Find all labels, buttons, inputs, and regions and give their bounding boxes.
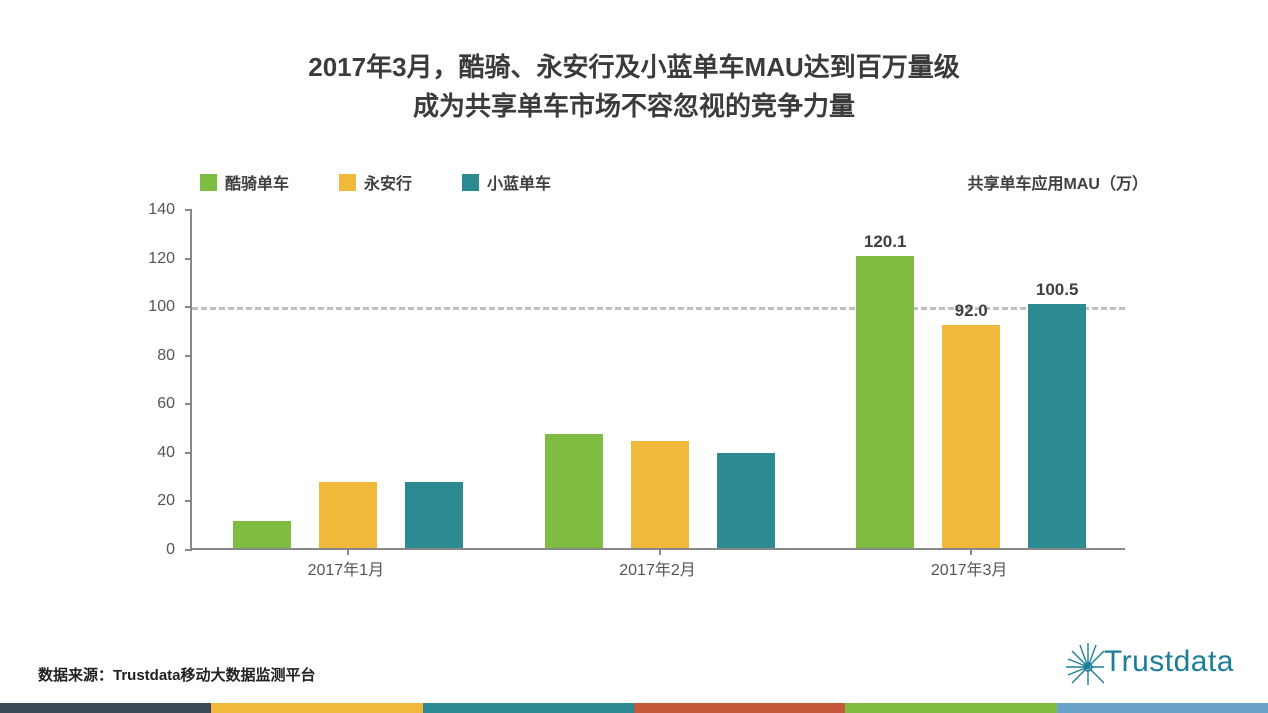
y-tick-label: 100 bbox=[148, 298, 175, 316]
y-tick-mark bbox=[185, 403, 192, 405]
bar bbox=[319, 482, 377, 548]
bar bbox=[545, 434, 603, 548]
y-tick-mark bbox=[185, 209, 192, 211]
bar bbox=[717, 453, 775, 548]
footer-segment bbox=[423, 703, 634, 713]
legend-swatch-0 bbox=[200, 174, 217, 191]
y-tick-label: 140 bbox=[148, 201, 175, 219]
logo-burst-icon bbox=[1058, 639, 1104, 685]
x-axis-label: 2017年3月 bbox=[931, 556, 1008, 580]
bar bbox=[942, 325, 1000, 548]
bar bbox=[1028, 304, 1086, 548]
y-tick-label: 20 bbox=[157, 492, 175, 510]
source-label: 数据来源：Trustdata移动大数据监测平台 bbox=[38, 664, 316, 685]
footer-segment bbox=[1057, 703, 1268, 713]
plot-area: 120.1 92.0 100.5 bbox=[190, 210, 1125, 550]
bar bbox=[631, 441, 689, 548]
y-tick-mark bbox=[185, 549, 192, 551]
logo-text: Trustdata bbox=[1104, 645, 1234, 679]
legend-label-1: 永安行 bbox=[364, 170, 412, 194]
y-tick-label: 40 bbox=[157, 444, 175, 462]
legend-row: 酷骑单车 永安行 小蓝单车 共享单车应用MAU（万） bbox=[200, 170, 1148, 194]
bar-value-label: 100.5 bbox=[1036, 280, 1079, 300]
bar bbox=[233, 521, 291, 548]
unit-label: 共享单车应用MAU（万） bbox=[968, 170, 1148, 194]
y-tick-mark bbox=[185, 306, 192, 308]
legend-swatch-2 bbox=[462, 174, 479, 191]
footer-segment bbox=[0, 703, 211, 713]
slide: 2017年3月，酷骑、永安行及小蓝单车MAU达到百万量级 成为共享单车市场不容忽… bbox=[0, 0, 1268, 713]
x-tick-mark bbox=[347, 548, 349, 555]
footer-segment bbox=[211, 703, 422, 713]
legend-label-2: 小蓝单车 bbox=[487, 170, 551, 194]
bar bbox=[405, 482, 463, 548]
x-axis-label: 2017年1月 bbox=[308, 556, 385, 580]
y-tick-mark bbox=[185, 258, 192, 260]
footer-segment bbox=[634, 703, 845, 713]
bar bbox=[856, 256, 914, 548]
title-block: 2017年3月，酷骑、永安行及小蓝单车MAU达到百万量级 成为共享单车市场不容忽… bbox=[0, 48, 1268, 126]
y-tick-label: 60 bbox=[157, 395, 175, 413]
bar-value-label: 120.1 bbox=[864, 232, 907, 252]
y-tick-mark bbox=[185, 355, 192, 357]
legend-swatch-1 bbox=[339, 174, 356, 191]
legend-item-1: 永安行 bbox=[339, 170, 412, 194]
x-axis-label: 2017年2月 bbox=[619, 556, 696, 580]
footer-stripe bbox=[0, 703, 1268, 713]
y-tick-mark bbox=[185, 500, 192, 502]
logo: Trustdata bbox=[1058, 633, 1234, 691]
title-line-2: 成为共享单车市场不容忽视的竞争力量 bbox=[0, 87, 1268, 126]
y-tick-label: 0 bbox=[166, 541, 175, 559]
x-tick-mark bbox=[659, 548, 661, 555]
title-line-1: 2017年3月，酷骑、永安行及小蓝单车MAU达到百万量级 bbox=[0, 48, 1268, 87]
y-axis: 020406080100120140 bbox=[145, 210, 185, 550]
x-tick-mark bbox=[970, 548, 972, 555]
legend-item-2: 小蓝单车 bbox=[462, 170, 551, 194]
y-tick-label: 80 bbox=[157, 347, 175, 365]
chart-area: 020406080100120140 120.192.0100.5 2017年1… bbox=[145, 210, 1125, 590]
legend-label-0: 酷骑单车 bbox=[225, 170, 289, 194]
bar-value-label: 92.0 bbox=[955, 301, 988, 321]
footer-segment bbox=[845, 703, 1056, 713]
y-tick-label: 120 bbox=[148, 250, 175, 268]
y-tick-mark bbox=[185, 452, 192, 454]
legend-item-0: 酷骑单车 bbox=[200, 170, 289, 194]
